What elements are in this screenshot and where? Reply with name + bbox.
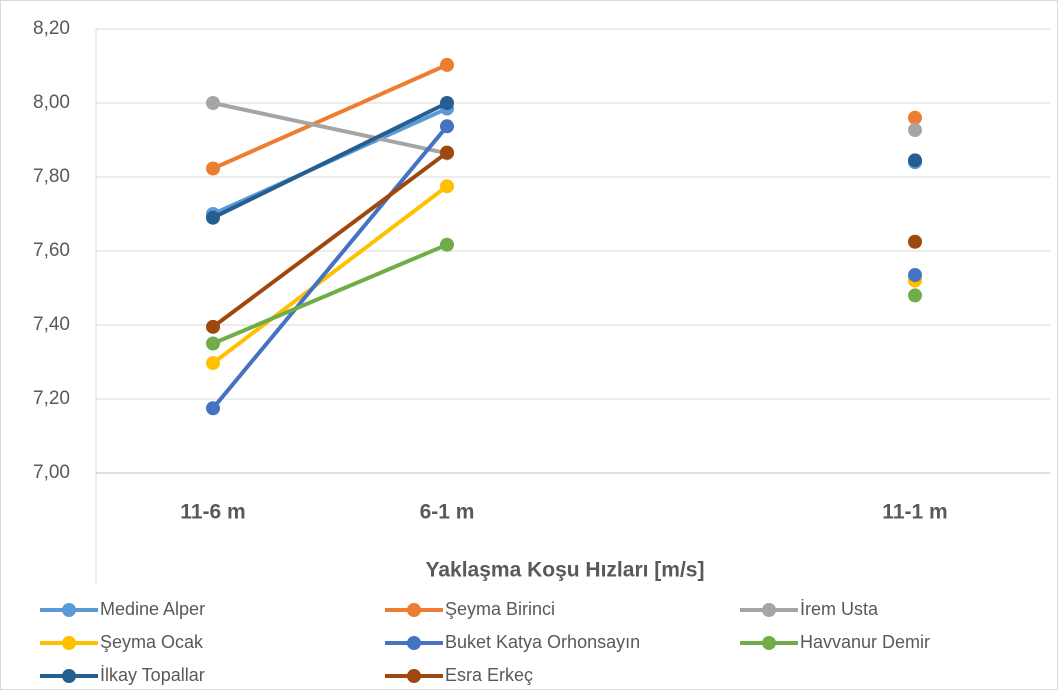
legend-marker bbox=[407, 636, 421, 650]
point bbox=[206, 336, 220, 351]
point bbox=[440, 57, 454, 72]
y-tick-label: 8,20 bbox=[33, 18, 70, 39]
point bbox=[206, 356, 220, 371]
legend-marker bbox=[407, 669, 421, 683]
point bbox=[206, 401, 220, 416]
legend-marker bbox=[62, 636, 76, 650]
point bbox=[206, 210, 220, 225]
legend-marker bbox=[62, 603, 76, 617]
legend-label: Buket Katya Orhonsayın bbox=[445, 632, 640, 652]
y-tick-label: 7,00 bbox=[33, 462, 70, 483]
point bbox=[908, 153, 922, 168]
point bbox=[908, 110, 922, 125]
legend-label: Esra Erkeç bbox=[445, 665, 533, 685]
point bbox=[908, 234, 922, 249]
point bbox=[206, 319, 220, 334]
legend-label: Medine Alper bbox=[100, 599, 205, 619]
legend-label: Şeyma Birinci bbox=[445, 599, 555, 619]
x-tick-label: 6-1 m bbox=[420, 501, 475, 524]
x-tick-label: 11-1 m bbox=[882, 501, 947, 524]
point bbox=[908, 288, 922, 303]
legend-marker bbox=[762, 603, 776, 617]
x-axis-title: Yaklaşma Koşu Hızları [m/s] bbox=[426, 559, 705, 582]
legend-label: İrem Usta bbox=[800, 599, 879, 619]
legend-marker bbox=[407, 603, 421, 617]
y-tick-label: 7,40 bbox=[33, 314, 70, 335]
x-tick-label: 11-6 m bbox=[180, 501, 245, 524]
y-tick-label: 7,60 bbox=[33, 240, 70, 261]
y-tick-label: 7,20 bbox=[33, 388, 70, 409]
point bbox=[440, 96, 454, 110]
point bbox=[908, 268, 922, 283]
point bbox=[440, 237, 454, 252]
legend-marker bbox=[762, 636, 776, 650]
point bbox=[440, 179, 454, 194]
point bbox=[908, 123, 922, 138]
point bbox=[440, 119, 454, 134]
legend-marker bbox=[62, 669, 76, 683]
point bbox=[206, 161, 220, 176]
y-tick-label: 8,00 bbox=[33, 92, 70, 113]
y-tick-label: 7,80 bbox=[33, 166, 70, 187]
legend-label: Havvanur Demir bbox=[800, 632, 930, 652]
point bbox=[440, 145, 454, 160]
legend-label: İlkay Topallar bbox=[100, 665, 205, 685]
legend-label: Şeyma Ocak bbox=[100, 632, 204, 652]
point bbox=[206, 96, 220, 110]
